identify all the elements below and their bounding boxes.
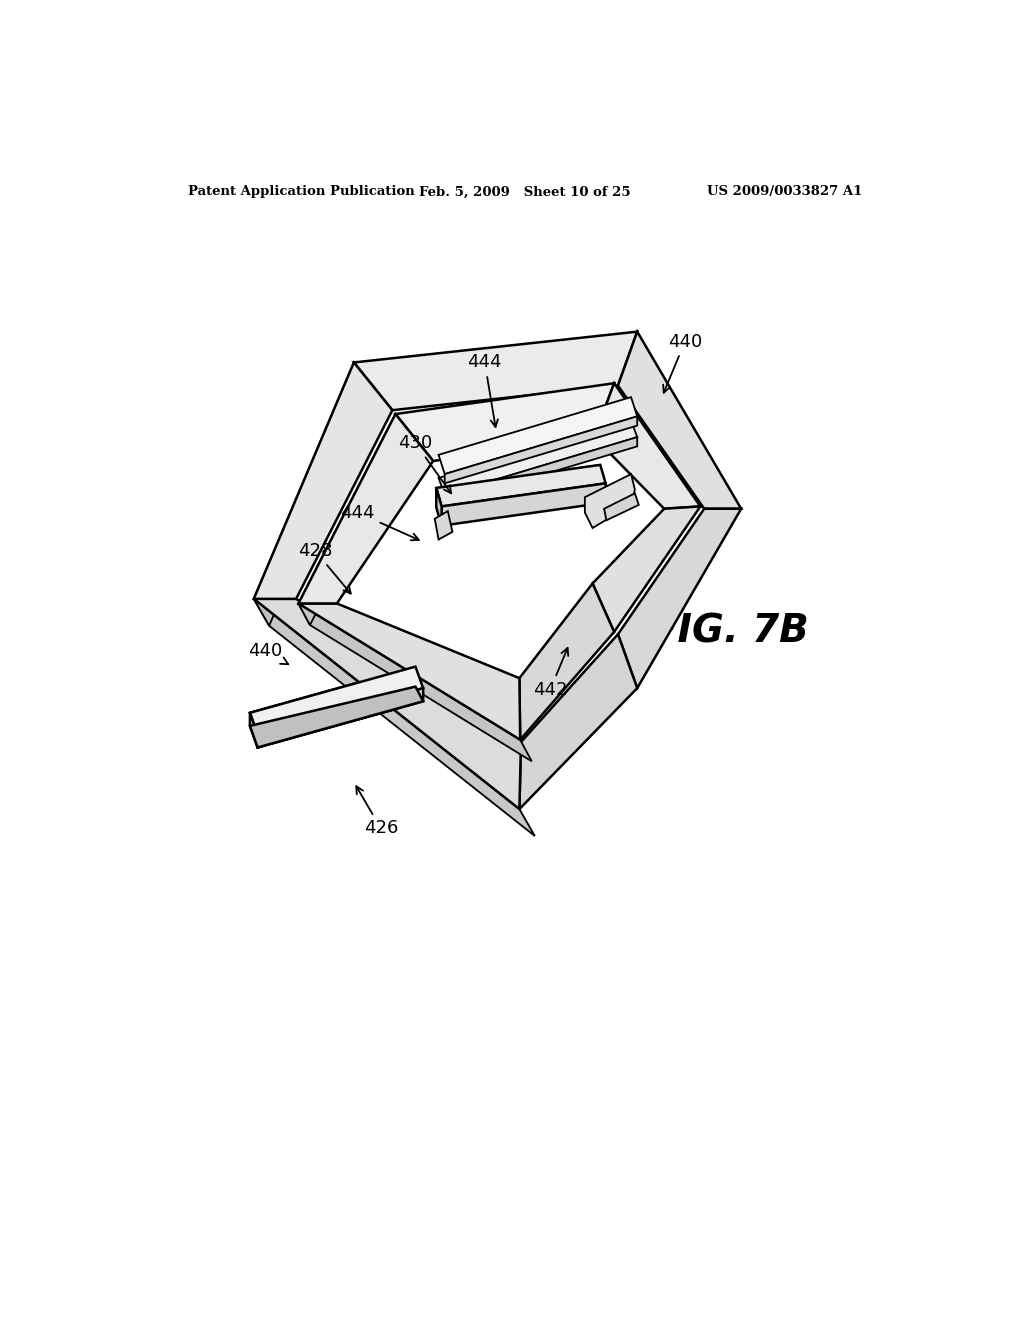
Polygon shape bbox=[298, 603, 531, 762]
Text: 444: 444 bbox=[468, 354, 502, 428]
Polygon shape bbox=[441, 483, 605, 525]
Polygon shape bbox=[594, 383, 700, 508]
Text: Feb. 5, 2009   Sheet 10 of 25: Feb. 5, 2009 Sheet 10 of 25 bbox=[419, 185, 631, 198]
Text: 444: 444 bbox=[340, 504, 419, 540]
Polygon shape bbox=[254, 599, 521, 809]
Polygon shape bbox=[254, 363, 370, 626]
Polygon shape bbox=[617, 508, 741, 688]
Polygon shape bbox=[519, 635, 637, 809]
Polygon shape bbox=[298, 603, 520, 739]
Polygon shape bbox=[593, 507, 700, 632]
Polygon shape bbox=[258, 688, 423, 747]
Polygon shape bbox=[438, 420, 637, 495]
Polygon shape bbox=[254, 363, 392, 599]
Text: 440: 440 bbox=[664, 333, 702, 392]
Polygon shape bbox=[250, 713, 258, 747]
Text: 440: 440 bbox=[248, 643, 289, 664]
Polygon shape bbox=[250, 667, 423, 734]
Polygon shape bbox=[436, 465, 605, 507]
Text: Patent Application Publication: Patent Application Publication bbox=[188, 185, 415, 198]
Polygon shape bbox=[617, 331, 741, 508]
Polygon shape bbox=[250, 686, 423, 747]
Text: 428: 428 bbox=[298, 543, 351, 594]
Polygon shape bbox=[395, 383, 614, 461]
Polygon shape bbox=[604, 494, 639, 520]
Polygon shape bbox=[435, 511, 453, 540]
Polygon shape bbox=[519, 583, 614, 739]
Polygon shape bbox=[298, 414, 433, 603]
Polygon shape bbox=[254, 599, 535, 836]
Polygon shape bbox=[585, 474, 635, 528]
Text: US 2009/0033827 A1: US 2009/0033827 A1 bbox=[707, 185, 862, 198]
Text: 442: 442 bbox=[532, 648, 568, 698]
Polygon shape bbox=[354, 331, 637, 411]
Text: FIG. 7B: FIG. 7B bbox=[651, 612, 809, 649]
Polygon shape bbox=[298, 414, 407, 626]
Text: 426: 426 bbox=[356, 787, 398, 837]
Polygon shape bbox=[438, 397, 637, 474]
Polygon shape bbox=[436, 488, 441, 525]
Polygon shape bbox=[444, 416, 637, 483]
Text: 430: 430 bbox=[398, 434, 452, 494]
Polygon shape bbox=[444, 437, 637, 504]
